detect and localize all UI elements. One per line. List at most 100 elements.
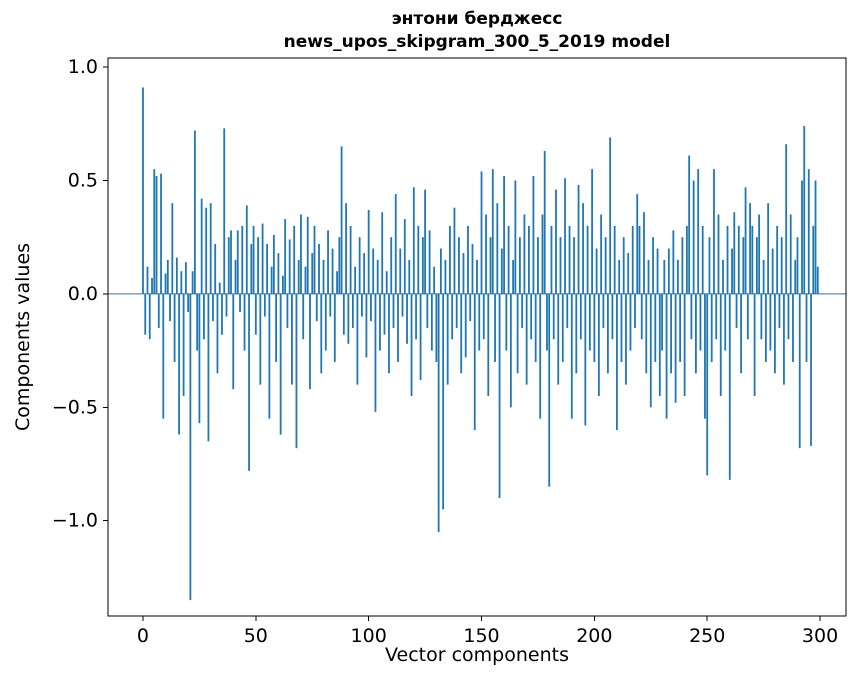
bar	[559, 237, 562, 294]
bar	[798, 293, 801, 449]
bar	[178, 293, 180, 435]
bar	[406, 293, 408, 344]
bar	[358, 237, 361, 294]
bar	[557, 293, 560, 385]
bar	[663, 259, 666, 294]
bar	[521, 293, 524, 328]
bar	[259, 293, 262, 385]
bar	[681, 237, 684, 294]
bar	[704, 293, 706, 419]
bar	[710, 293, 713, 362]
y-tick-label: 1.0	[68, 56, 98, 78]
bar	[279, 293, 282, 435]
bar	[509, 293, 512, 408]
bar	[415, 293, 417, 340]
bar	[313, 225, 316, 294]
bar	[214, 244, 217, 294]
bar	[144, 293, 147, 335]
bar	[706, 293, 709, 476]
bar	[160, 173, 162, 294]
bar	[543, 151, 546, 294]
bar	[645, 293, 648, 374]
bar	[360, 293, 363, 317]
bar	[297, 259, 300, 294]
bar	[412, 187, 415, 294]
x-tick-label: 300	[802, 625, 838, 647]
bar	[796, 237, 799, 294]
bar	[611, 293, 614, 340]
bar	[794, 259, 797, 294]
bar	[728, 293, 731, 480]
bar	[376, 259, 379, 294]
bar	[430, 293, 433, 351]
bar	[652, 237, 654, 294]
bar	[175, 257, 178, 294]
bar	[207, 293, 210, 442]
bar	[656, 248, 659, 294]
bar	[245, 205, 248, 294]
bar	[471, 244, 474, 294]
bar	[573, 237, 575, 294]
bar	[455, 293, 458, 328]
bar	[478, 293, 481, 351]
bar	[187, 293, 190, 313]
bar	[595, 248, 598, 294]
bar	[550, 225, 553, 294]
bar	[354, 266, 357, 294]
bar	[742, 237, 745, 294]
bar	[449, 225, 451, 294]
bar	[227, 237, 230, 294]
bar	[342, 293, 345, 335]
bar	[223, 128, 226, 294]
bar	[814, 180, 817, 294]
bar	[690, 293, 693, 340]
bar	[726, 225, 729, 294]
bar	[737, 225, 740, 294]
bar	[496, 203, 499, 294]
bar	[162, 293, 165, 419]
chart-title-line1: энтони берджесс	[391, 9, 563, 29]
bar	[476, 259, 478, 294]
bar	[203, 293, 205, 340]
bar	[243, 293, 246, 351]
bar	[142, 87, 144, 294]
bar	[169, 293, 171, 322]
bar	[331, 248, 334, 294]
bar	[760, 293, 763, 340]
bar	[593, 293, 596, 362]
bar	[631, 225, 634, 294]
bar	[683, 293, 686, 396]
bar	[525, 293, 528, 385]
bar	[658, 293, 661, 396]
bar	[372, 248, 375, 294]
bar	[719, 293, 722, 396]
bar	[541, 214, 544, 294]
bar	[523, 214, 526, 294]
bar	[300, 214, 302, 294]
bar	[318, 244, 320, 294]
bar	[363, 253, 366, 294]
bar	[444, 259, 447, 294]
bar	[627, 253, 630, 294]
bar	[654, 293, 657, 362]
bar	[209, 203, 212, 294]
y-tick-label: 0.5	[68, 169, 98, 191]
bar	[609, 137, 612, 294]
bar	[539, 293, 542, 419]
bar	[744, 187, 747, 294]
bar	[597, 293, 600, 396]
bar	[148, 293, 151, 340]
bar	[625, 293, 627, 385]
bar	[805, 293, 808, 362]
bar	[408, 259, 411, 294]
bar	[600, 214, 603, 294]
y-tick-label: −1.0	[52, 510, 98, 532]
bar	[230, 230, 232, 294]
bar	[661, 293, 663, 351]
bar	[379, 293, 381, 351]
bar	[166, 259, 169, 294]
bar	[232, 293, 235, 390]
bar	[374, 293, 377, 412]
bar	[437, 293, 440, 533]
bar	[643, 212, 645, 294]
